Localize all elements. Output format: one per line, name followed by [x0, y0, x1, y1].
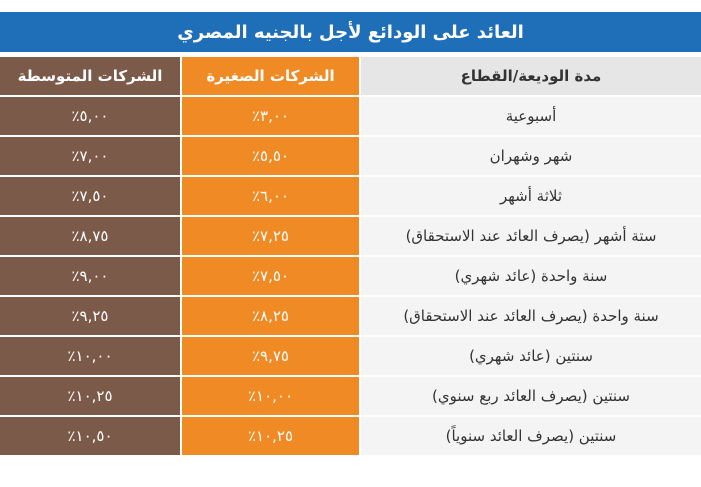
rate-text: ٪٧,٢٥ — [251, 227, 289, 245]
table-row: سنة واحدة (يصرف العائد عند الاستحقاق) ٪٨,… — [0, 295, 701, 337]
rate-text: ٪٨,٢٥ — [251, 307, 289, 325]
period-cell: ستة أشهر (يصرف العائد عند الاستحقاق) — [360, 215, 701, 257]
rate-text: ٪٧,٥٠ — [71, 187, 109, 205]
rate-cell: ٪٨,٢٥ — [180, 296, 361, 337]
table-row: سنة واحدة (عائد شهري) ٪٧,٥٠ ٪٩,٠٠ — [0, 255, 701, 297]
period-cell: سنة واحدة (عائد شهري) — [360, 255, 701, 297]
header-cell: الشركات المتوسطة — [0, 57, 181, 97]
table-title: العائد على الودائع لأجل بالجنيه المصري — [0, 12, 701, 52]
period-text: سنة واحدة (يصرف العائد عند الاستحقاق) — [403, 307, 659, 325]
rate-cell: ٪٦,٠٠ — [180, 176, 361, 217]
rate-cell: ٪٥,٥٠ — [180, 136, 361, 177]
period-text: ثلاثة أشهر — [499, 187, 563, 205]
rate-text: ٪٦,٠٠ — [251, 187, 289, 205]
rate-cell: ٪٣,٠٠ — [180, 96, 361, 137]
rate-text: ٪١٠,٢٥ — [67, 387, 113, 405]
rate-text: ٪٧,٠٠ — [71, 147, 109, 165]
rate-text: ٪٥,٥٠ — [251, 147, 289, 165]
rate-cell: ٪١٠,٥٠ — [0, 416, 181, 457]
rate-cell: ٪٧,٠٠ — [0, 136, 181, 177]
table-row: سنتين (يصرف العائد سنوياً) ٪١٠,٢٥ ٪١٠,٥٠ — [0, 415, 701, 457]
rate-cell: ٪٩,٠٠ — [0, 256, 181, 297]
header-cell: الشركات الصغيرة — [180, 57, 361, 97]
rate-cell: ٪١٠,٢٥ — [0, 376, 181, 417]
deposit-table: مدة الوديعة/القطاع الشركات الصغيرة الشركات… — [0, 57, 701, 457]
period-text: سنتين (يصرف العائد سنوياً) — [445, 427, 617, 445]
period-text: شهر وشهران — [489, 147, 573, 165]
table-row: شهر وشهران ٪٥,٥٠ ٪٧,٠٠ — [0, 135, 701, 177]
rate-text: ٪٨,٧٥ — [71, 227, 109, 245]
period-cell: سنتين (يصرف العائد سنوياً) — [360, 415, 701, 457]
table-body: مدة الوديعة/القطاع الشركات الصغيرة الشركات… — [0, 57, 701, 457]
rate-cell: ٪٧,٢٥ — [180, 216, 361, 257]
rate-cell: ٪٨,٧٥ — [0, 216, 181, 257]
rate-cell: ٪٩,٢٥ — [0, 296, 181, 337]
rate-text: ٪١٠,٠٠ — [247, 387, 294, 405]
period-text: سنة واحدة (عائد شهري) — [454, 267, 608, 285]
rate-cell: ٪٧,٥٠ — [0, 176, 181, 217]
period-text: أسبوعية — [505, 107, 557, 125]
period-cell: ثلاثة أشهر — [360, 175, 701, 217]
rate-text: ٪٩,٠٠ — [71, 267, 109, 285]
table-row: ستة أشهر (يصرف العائد عند الاستحقاق) ٪٧,٢… — [0, 215, 701, 257]
rate-cell: ٪١٠,٢٥ — [180, 416, 361, 457]
table-row: سنتين (عائد شهري) ٪٩,٧٥ ٪١٠,٠٠ — [0, 335, 701, 377]
header-cell: مدة الوديعة/القطاع — [360, 57, 701, 97]
rate-text: ٪١٠,٠٠ — [67, 347, 113, 365]
header-row: مدة الوديعة/القطاع الشركات الصغيرة الشركات… — [0, 57, 701, 97]
rate-text: ٪١٠,٢٥ — [247, 427, 294, 445]
table-row: سنتين (يصرف العائد ربع سنوي) ٪١٠,٠٠ ٪١٠,٢٥ — [0, 375, 701, 417]
rate-cell: ٪٩,٧٥ — [180, 336, 361, 377]
rate-text: ٪٩,٧٥ — [251, 347, 289, 365]
period-text: ستة أشهر (يصرف العائد عند الاستحقاق) — [405, 227, 657, 245]
rate-cell: ٪٥,٠٠ — [0, 96, 181, 137]
rate-text: ٪٩,٢٥ — [71, 307, 109, 325]
period-cell: سنتين (يصرف العائد ربع سنوي) — [360, 375, 701, 417]
period-cell: سنة واحدة (يصرف العائد عند الاستحقاق) — [360, 295, 701, 337]
rate-cell: ٪١٠,٠٠ — [0, 336, 181, 377]
rate-cell: ٪٧,٥٠ — [180, 256, 361, 297]
rate-text: ٪٥,٠٠ — [71, 107, 109, 125]
period-cell: أسبوعية — [360, 95, 701, 137]
table-row: أسبوعية ٪٣,٠٠ ٪٥,٠٠ — [0, 95, 701, 137]
rate-cell: ٪١٠,٠٠ — [180, 376, 361, 417]
table-row: ثلاثة أشهر ٪٦,٠٠ ٪٧,٥٠ — [0, 175, 701, 217]
period-text: سنتين (عائد شهري) — [469, 347, 593, 365]
rate-text: ٪٣,٠٠ — [251, 107, 289, 125]
period-cell: شهر وشهران — [360, 135, 701, 177]
period-text: سنتين (يصرف العائد ربع سنوي) — [432, 387, 630, 405]
rate-text: ٪١٠,٥٠ — [67, 427, 113, 445]
period-cell: سنتين (عائد شهري) — [360, 335, 701, 377]
rate-text: ٪٧,٥٠ — [251, 267, 289, 285]
